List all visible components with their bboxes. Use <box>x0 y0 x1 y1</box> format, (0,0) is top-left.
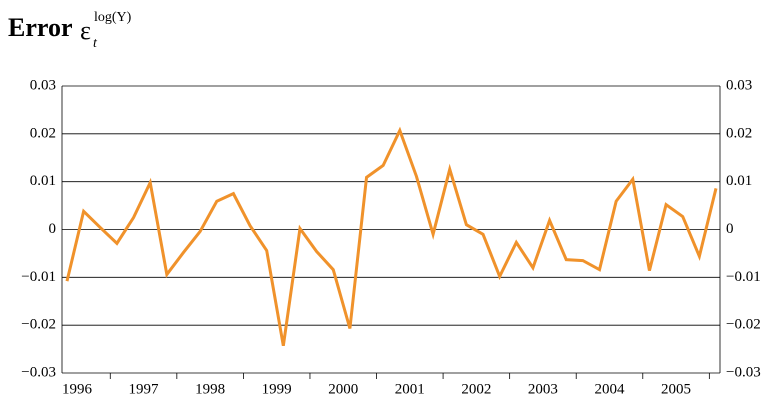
x-tick-label: 2001 <box>395 381 425 397</box>
x-tick-label: 1997 <box>129 381 160 397</box>
y2-tick-label: 0 <box>726 221 734 237</box>
x-tick-label: 2003 <box>528 381 558 397</box>
y2-tick-label: 0.02 <box>726 125 752 141</box>
y-tick-label: −0.02 <box>21 317 56 333</box>
y-tick-label: 0 <box>49 221 57 237</box>
x-tick-label: 2000 <box>328 381 358 397</box>
x-tick-label: 2005 <box>661 381 691 397</box>
title-subscript: t <box>93 36 98 51</box>
x-tick-label: 2002 <box>461 381 491 397</box>
y2-tick-label: −0.02 <box>726 317 761 333</box>
title-superscript: log(Y) <box>94 10 132 25</box>
x-tick-label: 2004 <box>594 381 625 397</box>
y2-tick-label: 0.03 <box>726 77 752 93</box>
y-tick-label: 0.03 <box>30 77 56 93</box>
y-tick-label: −0.01 <box>21 269 56 285</box>
chart-title: Error <box>8 13 73 42</box>
x-tick-label: 1998 <box>195 381 225 397</box>
y-tick-label: 0.01 <box>30 173 56 189</box>
y-tick-label: −0.03 <box>21 364 56 380</box>
x-tick-label: 1996 <box>62 381 93 397</box>
line <box>65 126 718 346</box>
y2-tick-label: −0.01 <box>726 269 761 285</box>
y2-tick-label: −0.03 <box>726 364 761 380</box>
y-tick-label: 0.02 <box>30 125 56 141</box>
y2-tick-label: 0.01 <box>726 173 752 189</box>
title-symbol: ε <box>80 16 91 45</box>
x-tick-label: 1999 <box>262 381 292 397</box>
